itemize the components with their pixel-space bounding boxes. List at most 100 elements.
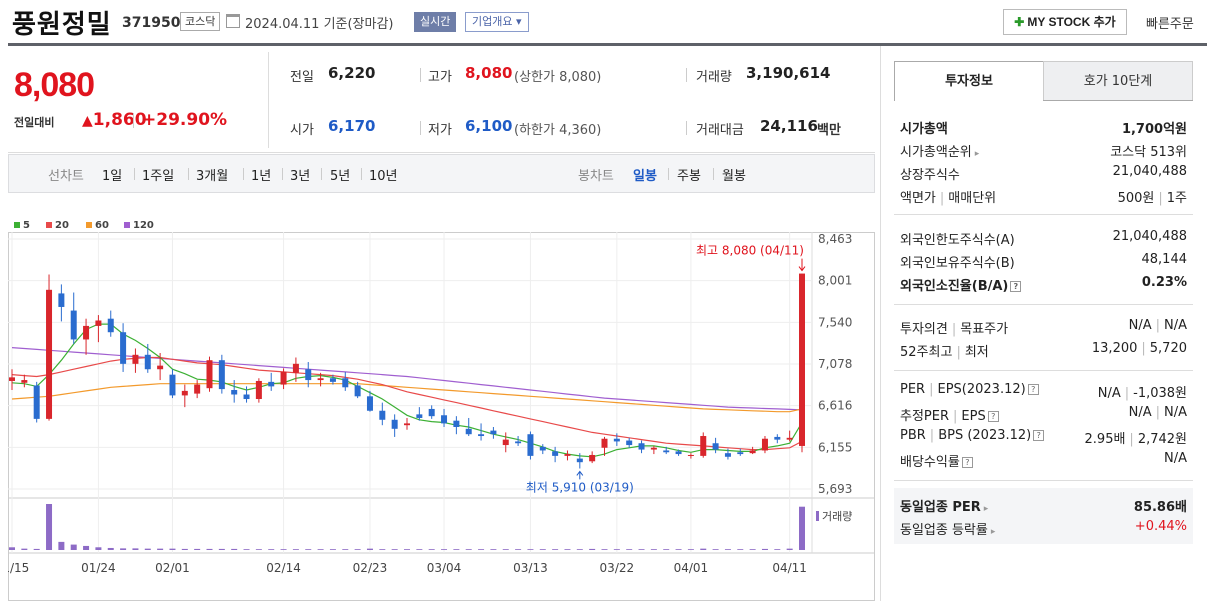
amount-value: 24,116 — [760, 117, 818, 135]
x-tick-label: 02/14 — [266, 561, 301, 575]
info-key: 상장주식수 — [900, 168, 960, 183]
info-row: 배당수익률? N/A — [900, 449, 1187, 471]
candle-body — [749, 450, 756, 454]
y-tick-label: 6,155 — [818, 440, 852, 454]
volume-bar — [181, 548, 188, 550]
help-icon[interactable]: ? — [961, 457, 973, 468]
info-key: 액면가 — [900, 191, 936, 206]
help-icon[interactable]: ? — [1033, 430, 1045, 441]
candle-monthly[interactable]: 월봉 — [722, 169, 746, 184]
info-value: N/A — [1164, 451, 1187, 466]
period-1w[interactable]: 1주일 — [142, 169, 175, 184]
x-tick-label: 04/11 — [772, 561, 807, 575]
y-tick-label: 8,463 — [818, 232, 852, 246]
info-key-2: EPS(2023.12) — [937, 382, 1026, 397]
low-annotation: 최저 5,910 (03/19) — [526, 480, 634, 494]
candle-body — [416, 414, 423, 418]
candle-body — [354, 385, 361, 397]
up-arrow-icon: ▲ — [82, 113, 93, 129]
mystock-label: MY STOCK 추가 — [1027, 15, 1116, 29]
info-key: 외국인보유주식수(B) — [900, 256, 1015, 271]
volume-bar — [305, 549, 312, 550]
tab-hoga[interactable]: 호가 10단계 — [1043, 61, 1193, 101]
candle-body — [280, 371, 287, 385]
volume-bar — [515, 549, 522, 550]
divider — [420, 68, 421, 82]
chevron-right-icon: ▸ — [990, 527, 996, 537]
candle-body — [366, 396, 373, 411]
volume-bar — [490, 549, 497, 550]
info-key-2: 목표주가 — [960, 322, 1009, 337]
divider — [133, 113, 134, 128]
candle-body — [737, 452, 744, 455]
volume-bar — [737, 549, 744, 550]
tab-invest-info[interactable]: 투자정보 — [894, 61, 1044, 101]
candle-body — [231, 389, 238, 395]
period-3m[interactable]: 3개월 — [196, 169, 229, 184]
mystock-add-button[interactable]: ✚ MY STOCK 추가 — [1003, 9, 1127, 35]
corp-info-dropdown[interactable]: 기업개요 ▾ — [465, 12, 529, 32]
info-key: PER — [900, 382, 926, 397]
info-key: 추정PER — [900, 409, 950, 424]
upper-limit: (상한가 8,080) — [514, 70, 602, 85]
candle-body — [663, 450, 670, 453]
sector-change-row[interactable]: 동일업종 등락률 ▸ +0.44% — [900, 517, 1187, 539]
change-amount: 1,860 — [92, 110, 147, 130]
period-1y[interactable]: 1년 — [251, 169, 272, 184]
info-row: 추정PER | EPS? N/A | N/A — [900, 405, 1187, 424]
help-icon[interactable]: ? — [1010, 281, 1022, 292]
period-5y[interactable]: 5년 — [330, 169, 351, 184]
info-key: PBR — [900, 428, 926, 443]
y-tick-label: 5,693 — [818, 482, 852, 496]
info-value-2: -1,038원 — [1133, 386, 1187, 401]
candle-weekly[interactable]: 주봉 — [677, 169, 701, 184]
info-value: N/A — [1128, 318, 1152, 333]
info-key: 시가총액 — [900, 122, 948, 137]
realtime-button[interactable]: 실시간 — [414, 12, 457, 32]
sector-per-row[interactable]: 동일업종 PER ▸ 85.86배 — [900, 494, 1187, 516]
stock-name: 풍원정밀 — [12, 10, 112, 40]
info-row: 외국인한도주식수(A) 21,040,488 — [900, 227, 1187, 249]
volume-bar — [70, 544, 77, 550]
base-date: 2024.04.11 기준(장마감) — [245, 17, 394, 32]
info-key-2: 매매단위 — [948, 191, 997, 206]
info-value-2: N/A — [1164, 405, 1187, 420]
help-icon[interactable]: ? — [1027, 384, 1039, 395]
divider — [321, 168, 322, 180]
x-tick-label: 03/04 — [427, 561, 462, 575]
divider — [361, 168, 362, 180]
help-icon[interactable]: ? — [987, 411, 999, 422]
chevron-right-icon: ▸ — [974, 149, 980, 159]
candle-body — [107, 318, 114, 333]
volume-bar — [83, 545, 90, 550]
row-divider — [894, 304, 1193, 305]
period-10y[interactable]: 10년 — [369, 169, 398, 184]
candle-body — [428, 408, 435, 417]
candle-daily[interactable]: 일봉 — [633, 169, 657, 184]
volume-bar — [218, 548, 225, 550]
invest-info-panel — [880, 46, 1207, 601]
info-value-2: 1주 — [1166, 191, 1187, 206]
period-3y[interactable]: 3년 — [290, 169, 311, 184]
volume-bar — [761, 548, 768, 550]
market-badge: 코스닥 — [180, 12, 221, 31]
info-row: PER | EPS(2023.12)? N/A | -1,038원 — [900, 382, 1187, 401]
volume-bar — [724, 549, 731, 550]
high-value: 8,080 — [465, 64, 513, 82]
chevron-right-icon: ▸ — [983, 504, 989, 514]
volume-bar — [700, 548, 707, 550]
candle-body — [539, 446, 546, 451]
quick-order-link[interactable]: 빠른주문 — [1146, 17, 1194, 32]
low-arrow-icon — [576, 470, 584, 480]
period-1d[interactable]: 1일 — [102, 169, 123, 184]
info-value: N/A — [1128, 405, 1152, 420]
price-chart[interactable]: 8,463 8,001 7,540 7,078 6,616 6,155 5,693 01/15… — [8, 212, 875, 601]
stock-code: 371950 — [122, 15, 181, 31]
info-key-2: 최저 — [964, 345, 989, 360]
candle-body — [576, 458, 583, 463]
sector-per-value: 85.86배 — [1133, 500, 1187, 515]
volume-bar — [132, 548, 139, 550]
candle-body — [255, 380, 262, 400]
low-value: 6,100 — [465, 117, 513, 135]
info-key-2: BPS (2023.12) — [938, 428, 1032, 443]
